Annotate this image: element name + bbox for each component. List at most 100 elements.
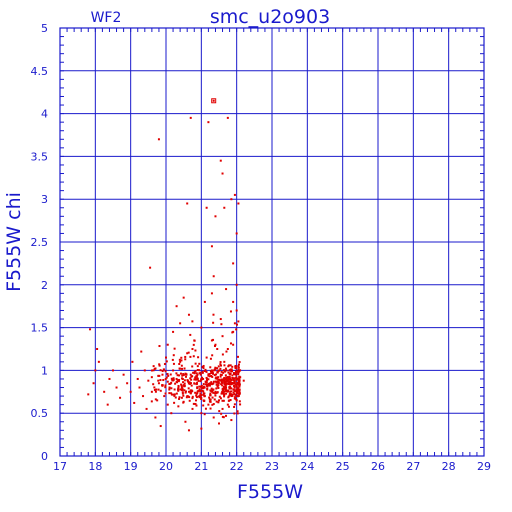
- data-point: [184, 358, 187, 361]
- x-tick-label: 21: [194, 460, 208, 473]
- plot-frame: [59, 27, 485, 457]
- data-point: [209, 407, 212, 410]
- data-point: [201, 376, 204, 379]
- data-point: [237, 366, 240, 369]
- data-point: [212, 416, 215, 419]
- data-point: [214, 380, 217, 383]
- data-point: [228, 381, 231, 384]
- data-point: [209, 366, 212, 369]
- data-point: [204, 380, 207, 383]
- data-point: [153, 386, 156, 389]
- data-point: [180, 396, 183, 399]
- data-point: [191, 320, 194, 323]
- data-point: [169, 382, 172, 385]
- data-point: [159, 425, 162, 428]
- data-point: [224, 370, 227, 373]
- data-point: [229, 386, 232, 389]
- data-point: [189, 391, 192, 394]
- data-point: [215, 376, 218, 379]
- data-point: [207, 384, 210, 387]
- data-point: [179, 322, 182, 325]
- data-point: [184, 355, 187, 358]
- data-point: [218, 399, 220, 402]
- data-point: [175, 377, 178, 380]
- data-point: [212, 99, 215, 102]
- data-point: [159, 389, 162, 392]
- data-point: [221, 407, 224, 410]
- data-point: [224, 374, 227, 377]
- data-point: [229, 372, 232, 375]
- data-point: [242, 379, 245, 382]
- data-point: [138, 386, 141, 389]
- data-point: [235, 232, 238, 235]
- data-point: [233, 380, 236, 383]
- data-point: [87, 393, 90, 396]
- data-point: [184, 373, 187, 376]
- data-point: [222, 416, 225, 419]
- data-point: [112, 369, 114, 372]
- data-point: [213, 345, 216, 348]
- data-point: [96, 348, 99, 350]
- y-tick-label: 4: [41, 108, 48, 121]
- data-point: [215, 387, 218, 390]
- data-point: [233, 389, 236, 392]
- data-point: [150, 376, 153, 379]
- data-point: [211, 390, 214, 393]
- data-point: [182, 384, 185, 387]
- data-point: [178, 397, 181, 400]
- data-point: [198, 396, 201, 399]
- data-point: [108, 377, 111, 380]
- data-point: [217, 376, 220, 379]
- data-point: [229, 310, 232, 313]
- data-point: [156, 399, 159, 402]
- data-point: [193, 371, 196, 374]
- data-point: [233, 382, 236, 385]
- data-point: [199, 392, 202, 395]
- data-point: [190, 378, 193, 381]
- data-point: [177, 384, 180, 387]
- y-tick-label: 4.5: [31, 65, 49, 78]
- data-point: [238, 382, 241, 385]
- data-point: [158, 364, 161, 367]
- data-point: [237, 392, 240, 395]
- data-point: [202, 364, 205, 367]
- data-point: [215, 400, 218, 403]
- data-point: [221, 172, 224, 175]
- data-point: [209, 382, 212, 385]
- data-point: [133, 401, 136, 404]
- data-point: [200, 412, 203, 415]
- data-point: [186, 202, 189, 205]
- data-point: [170, 392, 173, 395]
- data-point: [201, 389, 204, 392]
- data-point: [187, 380, 190, 383]
- data-point: [218, 422, 220, 425]
- data-point: [237, 382, 240, 385]
- data-point: [223, 376, 226, 379]
- data-point: [218, 369, 221, 372]
- y-tick-label: 1.5: [31, 322, 49, 335]
- x-tick-label: 19: [124, 460, 138, 473]
- data-point: [172, 362, 175, 365]
- data-point: [229, 342, 232, 345]
- data-point: [216, 385, 219, 388]
- data-point: [168, 388, 171, 391]
- data-point: [214, 392, 217, 395]
- data-point: [202, 383, 205, 386]
- data-point: [234, 367, 237, 370]
- data-point: [208, 375, 211, 378]
- data-point: [203, 413, 206, 416]
- data-point: [237, 320, 240, 323]
- y-tick-label: 3.5: [31, 150, 49, 163]
- data-point: [167, 374, 170, 377]
- x-tick-label: 18: [88, 460, 102, 473]
- data-point: [166, 380, 169, 383]
- data-point: [226, 403, 229, 406]
- data-point: [199, 371, 202, 374]
- data-point: [211, 354, 214, 357]
- data-point: [229, 390, 232, 393]
- data-point: [192, 343, 195, 346]
- data-point: [238, 385, 241, 388]
- data-point: [236, 355, 239, 358]
- data-point: [232, 300, 235, 303]
- data-point: [216, 391, 219, 394]
